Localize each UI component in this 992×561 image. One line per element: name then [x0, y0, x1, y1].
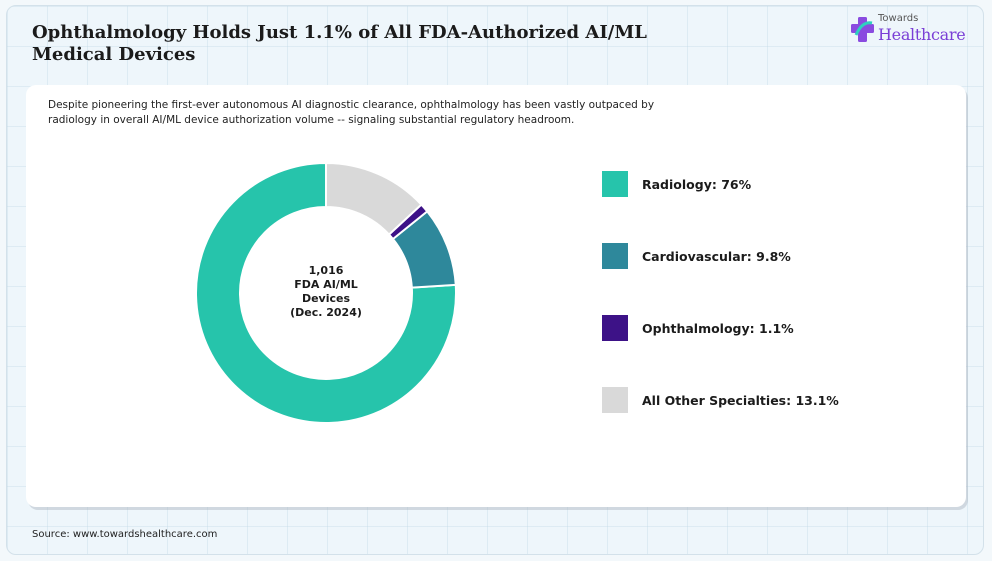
- legend-swatch-ophthalmology: [602, 315, 628, 341]
- legend-item-cardiovascular: Cardiovascular: 9.8%: [602, 243, 791, 269]
- legend-label-radiology: Radiology: 76%: [642, 177, 751, 192]
- legend-label-cardiovascular: Cardiovascular: 9.8%: [642, 249, 791, 264]
- legend-swatch-radiology: [602, 171, 628, 197]
- legend-item-radiology: Radiology: 76%: [602, 171, 751, 197]
- legend-label-other: All Other Specialties: 13.1%: [642, 393, 839, 408]
- source-note: Source: www.towardshealthcare.com: [32, 529, 217, 540]
- center-line-2: FDA AI/ML: [266, 278, 386, 292]
- center-line-1: 1,016: [266, 264, 386, 278]
- donut-center-label: 1,016 FDA AI/ML Devices (Dec. 2024): [266, 264, 386, 320]
- legend-swatch-other: [602, 387, 628, 413]
- legend-swatch-cardiovascular: [602, 243, 628, 269]
- legend-item-ophthalmology: Ophthalmology: 1.1%: [602, 315, 794, 341]
- legend-item-other: All Other Specialties: 13.1%: [602, 387, 839, 413]
- center-line-4: (Dec. 2024): [266, 306, 386, 320]
- center-line-3: Devices: [266, 292, 386, 306]
- legend-label-ophthalmology: Ophthalmology: 1.1%: [642, 321, 794, 336]
